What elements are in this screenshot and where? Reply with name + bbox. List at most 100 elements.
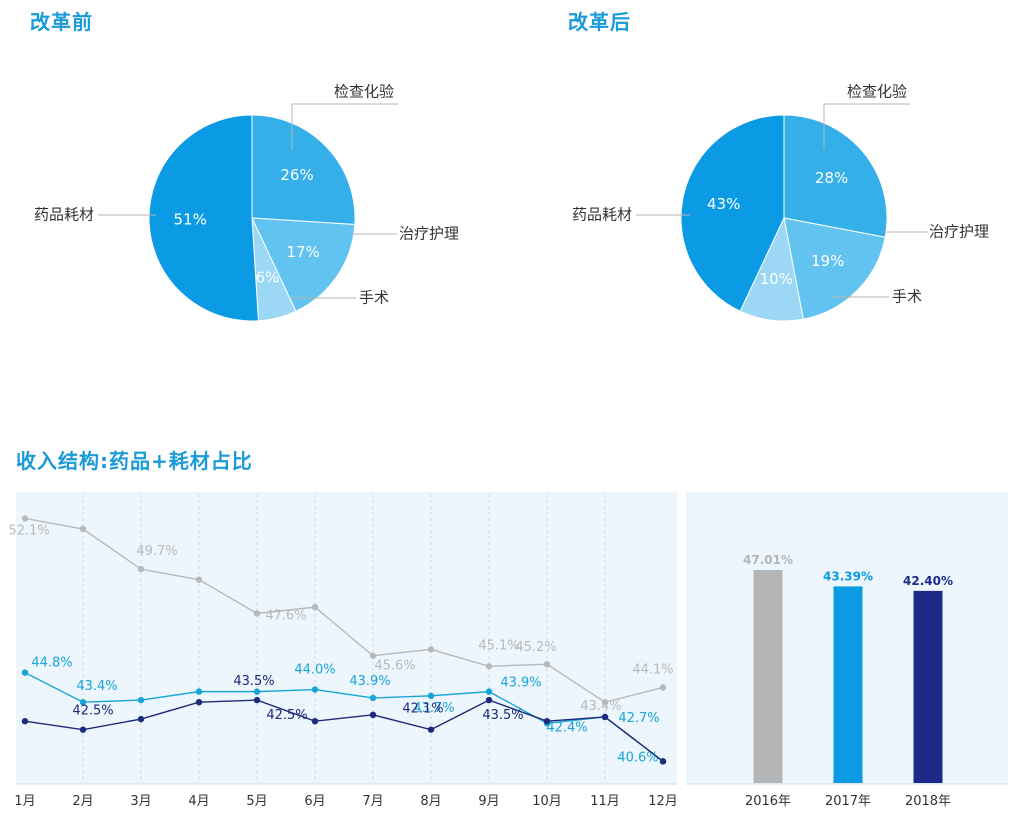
line-x-tick-label: 6月 <box>304 794 325 809</box>
bar-x-tick-label: 2018年 <box>905 794 951 809</box>
pie-before-category-label-2: 手术 <box>359 289 389 307</box>
line-point <box>369 711 377 719</box>
pie-after-slice-label-3: 43% <box>707 195 740 213</box>
line-series-1: 44.8% 43.4% 44.0% 43.9% 43.7% 43.9% 42.4% 42.7%… <box>21 656 667 765</box>
line-x-tick-label: 2月 <box>72 794 93 809</box>
bar-chart: 47.01% 2016年 43.39% 2017年 42.40% 2018年 <box>686 492 1008 809</box>
line-point <box>79 525 87 533</box>
line-point <box>485 688 493 695</box>
pie-after-title: 改革后 <box>568 10 631 34</box>
line-data-label: 43.9% <box>500 676 541 691</box>
line-series-0: 52.1% 49.7% 47.6% 45.6% 45.1%45.2% 43.4% 44.1% <box>8 515 674 714</box>
line-point <box>137 696 145 704</box>
section-title: 收入结构:药品+耗材占比 <box>16 449 253 473</box>
line-data-label: 43.4% <box>76 679 117 694</box>
line-point <box>369 694 377 702</box>
line-data-label: 45.2% <box>515 640 556 655</box>
line-data-label: 40.6% <box>617 750 658 765</box>
pie-after: 28% 检查化验 19% 治疗护理 10% 手术 43% 药品耗材 <box>572 83 989 322</box>
line-x-tick-label: 11月 <box>590 794 620 809</box>
bar-1 <box>833 586 863 783</box>
pie-before-slice-label-2: 6% <box>255 268 279 286</box>
line-point <box>137 565 145 573</box>
pie-before-leader-0 <box>291 103 398 150</box>
line-data-label: 43.9% <box>349 674 390 689</box>
line-point <box>427 726 435 733</box>
pie-after-category-label-1: 治疗护理 <box>929 223 989 241</box>
line-point <box>253 688 261 695</box>
pie-after-category-label-0: 检查化验 <box>847 83 907 101</box>
line-point <box>79 698 87 706</box>
line-point <box>543 660 551 668</box>
pie-after-category-label-2: 手术 <box>892 288 922 306</box>
pie-after-slice-3 <box>680 114 785 312</box>
pie-before-slice-1 <box>251 217 356 312</box>
line-point <box>485 663 493 670</box>
line-x-tick-label: 8月 <box>420 794 441 809</box>
line-data-label: 44.8% <box>31 656 72 671</box>
pie-before-title: 改革前 <box>30 10 93 34</box>
line-x-tick-label: 4月 <box>188 794 209 809</box>
line-x-tick-label: 5月 <box>246 794 267 809</box>
line-point <box>21 515 29 522</box>
line-point <box>79 726 87 733</box>
line-data-label: 43.7% <box>413 701 454 716</box>
line-data-label: 45.6% <box>374 659 415 674</box>
line-point <box>659 758 667 765</box>
line-point <box>21 669 29 676</box>
line-x-tick-label: 10月 <box>532 794 562 809</box>
line-data-label: 44.1% <box>632 662 673 677</box>
pie-after-slice-1 <box>783 217 886 320</box>
line-point <box>195 688 203 695</box>
line-data-label: 43.5% <box>482 708 523 723</box>
line-data-label: 49.7% <box>136 544 177 559</box>
line-chart: 1月 2月 3月 4月 5月 6月 7月 8月 9月 10月 11月 12月 52.1% 49.7% 47.… <box>8 492 678 809</box>
pie-before-slice-label-0: 26% <box>280 166 313 184</box>
line-data-label: 43.5% <box>233 674 274 689</box>
line-series-line <box>24 517 664 703</box>
line-point <box>253 610 261 617</box>
line-x-tick-label: 9月 <box>478 794 499 809</box>
line-point <box>543 718 551 725</box>
line-point <box>311 718 319 725</box>
line-x-tick-label: 12月 <box>648 794 678 809</box>
line-data-label: 52.1% <box>8 523 49 538</box>
line-x-tick-label: 3月 <box>130 794 151 809</box>
line-data-label: 42.1% <box>402 702 443 717</box>
pie-after-leader-0 <box>823 103 910 150</box>
line-point <box>21 718 29 725</box>
pie-before-category-label-3: 药品耗材 <box>34 206 94 224</box>
line-point <box>427 646 435 653</box>
pie-before-slice-label-3: 51% <box>174 210 207 228</box>
pie-after-category-label-3: 药品耗材 <box>572 206 632 224</box>
line-data-label: 47.6% <box>265 608 306 623</box>
line-series-2: 42.5% 43.5% 42.5% 42.1% 43.5% <box>21 674 667 765</box>
pie-before-slice-0 <box>251 114 356 225</box>
line-data-label: 42.5% <box>266 708 307 723</box>
line-point <box>195 576 203 583</box>
line-chart-background <box>16 492 677 784</box>
line-point <box>311 686 319 693</box>
line-point <box>311 603 319 611</box>
line-point <box>369 652 377 659</box>
pie-after-slice-label-0: 28% <box>815 169 848 187</box>
line-point <box>485 696 493 704</box>
line-point <box>253 696 261 704</box>
bar-value-label: 42.40% <box>903 574 953 588</box>
pie-before-category-label-1: 治疗护理 <box>399 225 459 243</box>
line-x-tick-label: 7月 <box>362 794 383 809</box>
line-point <box>601 698 609 706</box>
bar-2 <box>913 590 943 783</box>
pie-before: 26% 检查化验 17% 治疗护理 6% 手术 51% 药品耗材 <box>34 83 459 322</box>
line-point <box>195 698 203 706</box>
line-data-label: 42.7% <box>618 711 659 726</box>
bar-value-label: 43.39% <box>823 569 873 583</box>
line-point <box>659 684 667 691</box>
bar-value-label: 47.01% <box>743 553 793 567</box>
line-data-label: 44.0% <box>294 663 335 678</box>
line-series-line <box>24 699 664 762</box>
bar-x-tick-label: 2016年 <box>745 794 791 809</box>
pie-before-category-label-0: 检查化验 <box>334 83 394 101</box>
pie-before-slice-3 <box>148 114 259 322</box>
